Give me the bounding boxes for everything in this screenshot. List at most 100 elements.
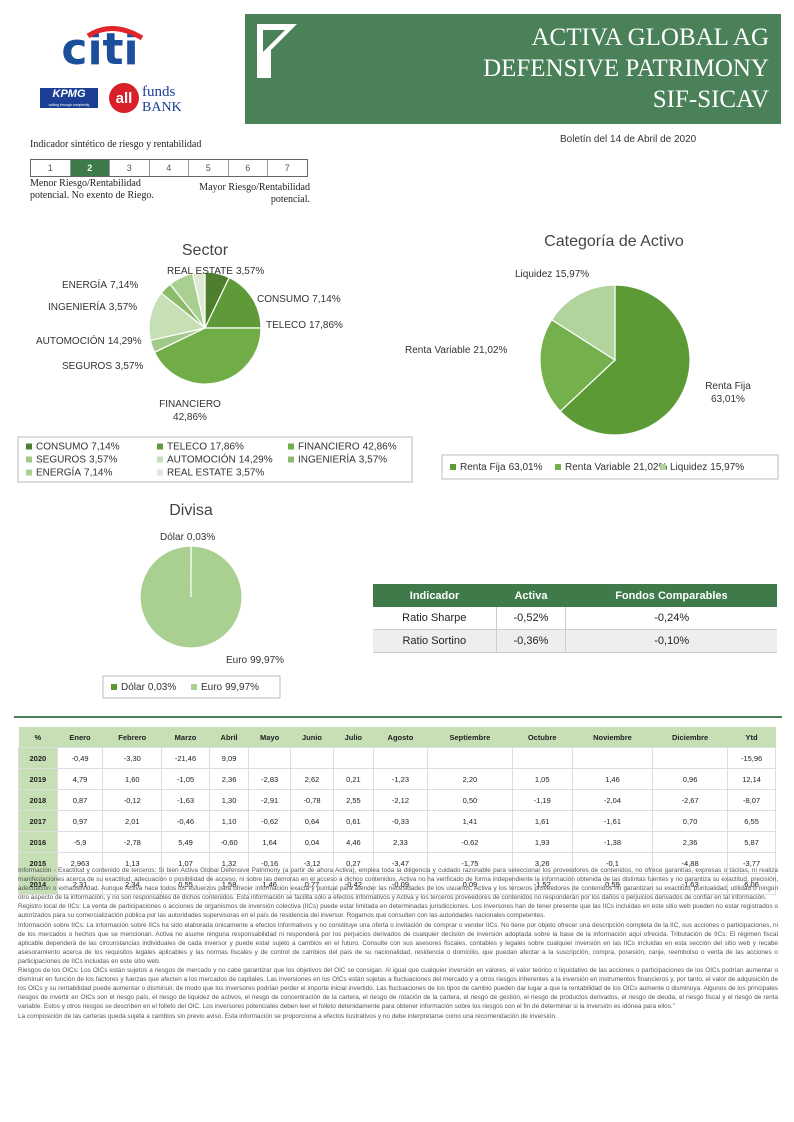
header-cell: Octubre <box>512 727 573 748</box>
kpmg-logo: KPMG <box>53 88 86 100</box>
risk-level: 6 <box>229 160 268 176</box>
year-cell: 2018 <box>18 789 58 811</box>
ratio-cell: -0,36% <box>496 629 567 653</box>
return-cell: 2,31 <box>56 873 104 895</box>
slice-value: 99,97% <box>250 655 284 666</box>
return-cell: 4,46 <box>333 831 374 853</box>
legend-swatch <box>288 443 294 450</box>
return-cell <box>651 747 729 769</box>
header-cell: Marzo <box>161 727 210 748</box>
return-cell: 5,87 <box>727 831 776 853</box>
returns-row: 2019 4,79 1,60 -1,05 2,36 -2,83 2,62 0,21 -1,23 2… <box>18 768 776 790</box>
return-cell: -1,52 <box>511 873 573 895</box>
disclaimer-paragraph: Registro local de IICs: La venta de part… <box>18 903 778 920</box>
legend-value: 0,03% <box>148 682 176 693</box>
slice-label: AUTOMOCIÓN 14,29% <box>36 334 142 347</box>
legend-value: 14,29% <box>239 454 273 465</box>
ratio-cell: -0,52% <box>496 607 567 630</box>
legend-swatch <box>26 469 32 476</box>
return-cell: 6,55 <box>727 810 776 832</box>
legend-category: FINANCIERO <box>298 441 360 452</box>
return-cell: -0,12 <box>102 789 163 811</box>
return-cell: 1,10 <box>208 810 250 832</box>
return-cell: -1,23 <box>372 768 429 790</box>
legend-value: 7,14% <box>91 441 119 452</box>
return-cell: 0,50 <box>427 789 513 811</box>
year-cell: 2020 <box>18 747 58 769</box>
legend-category: INGENIERÍA <box>298 452 356 465</box>
legend-box <box>17 436 413 483</box>
risk-level: 5 <box>189 160 229 176</box>
return-cell: 1,93 <box>511 831 573 853</box>
slice-value: 3,57% <box>109 302 137 313</box>
year-cell: 2019 <box>18 768 58 790</box>
return-cell: 2,20 <box>427 768 513 790</box>
slice-label: SEGUROS 3,57% <box>62 361 143 372</box>
slice-value: 7,14% <box>312 294 340 305</box>
return-cell: 0,21 <box>333 768 374 790</box>
return-cell <box>427 747 513 769</box>
slice-category: TELECO <box>266 320 306 331</box>
return-cell: 5,49 <box>161 831 210 853</box>
legend-swatch <box>26 443 32 450</box>
return-cell: 0,55 <box>161 873 210 895</box>
legend-box <box>102 675 281 699</box>
risk-level: 4 <box>150 160 189 176</box>
ratio-cell: -0,24% <box>565 607 777 630</box>
ratio-cell: -0,10% <box>565 629 777 653</box>
legend-entry: INGENIERÍA 3,57% <box>298 452 387 465</box>
return-cell: 2,62 <box>289 768 335 790</box>
header-cell: Noviembre <box>572 727 653 748</box>
returns-row: 2018 0,87 -0,12 -1,63 1,30 -2,91 -0,78 2,55 -2,1… <box>18 789 776 811</box>
return-cell: -1,05 <box>161 768 210 790</box>
ratio-row: Ratio Sharpe -0,52% -0,24% <box>373 607 777 630</box>
legend-swatch <box>450 464 456 470</box>
return-cell: -5,9 <box>56 831 104 853</box>
disclaimer-paragraph: Información - Exactitud y contenido de t… <box>18 867 778 902</box>
pie-slice <box>191 271 206 329</box>
legend-value: 21,02% <box>633 462 667 473</box>
risk-high-line: Mayor Riesgo/Rentabilidad <box>199 182 310 193</box>
divider <box>14 716 782 718</box>
slice-category: Renta Variable <box>405 345 471 356</box>
slice-value: 3,57% <box>236 266 264 277</box>
return-cell: -0,33 <box>372 810 429 832</box>
legend-value: 17,86% <box>210 441 244 452</box>
returns-row: 2014 2,31 2,34 0,55 1,58 1,46 0,77 -0,42 -0,09 0,… <box>18 873 776 895</box>
legend-swatch <box>157 469 163 476</box>
legend-category: AUTOMOCIÓN <box>167 452 236 465</box>
return-cell: 4,79 <box>56 768 104 790</box>
return-cell: 0,87 <box>56 789 104 811</box>
header-cell: Indicador <box>373 584 497 607</box>
return-cell: -1,19 <box>511 789 573 811</box>
legend-swatch <box>111 684 117 690</box>
slice-category: Renta Fija <box>705 381 751 392</box>
pie-slice <box>204 276 262 329</box>
year-cell: 2015 <box>18 852 58 874</box>
slice-category: FINANCIERO <box>159 399 221 410</box>
slice-label: Liquidez 15,97% <box>515 269 589 280</box>
return-cell: 0,97 <box>56 810 104 832</box>
return-cell: -0,62 <box>248 810 291 832</box>
header-cell: Mayo <box>248 727 291 748</box>
return-cell: 12,14 <box>727 768 776 790</box>
return-cell <box>248 747 291 769</box>
pie-slice <box>550 284 616 362</box>
slice-label: Renta Fija 63,01% <box>705 381 751 405</box>
kpmg-tagline: cutting through complexity <box>49 103 90 107</box>
risk-level: 3 <box>110 160 150 176</box>
header-title: ACTIVA GLOBAL AG DEFENSIVE PATRIMONY SIF… <box>483 22 769 115</box>
legend-category: Dólar <box>121 682 146 693</box>
risk-high: Mayor Riesgo/Rentabilidad potencial. <box>190 182 310 206</box>
return-cell: 2,55 <box>333 789 374 811</box>
legend-value: 42,86% <box>363 441 397 452</box>
risk-level: 7 <box>284 163 290 173</box>
return-cell: -8,07 <box>727 789 776 811</box>
return-cell: 0,70 <box>651 810 729 832</box>
slice-label: FINANCIERO 42,86% <box>159 399 221 423</box>
legend-value: 15,97% <box>710 462 744 473</box>
ratio-cell: Ratio Sortino <box>373 629 497 653</box>
return-cell: 1,46 <box>571 768 654 790</box>
return-cell: -1,38 <box>571 831 654 853</box>
pie-slice <box>139 545 243 649</box>
